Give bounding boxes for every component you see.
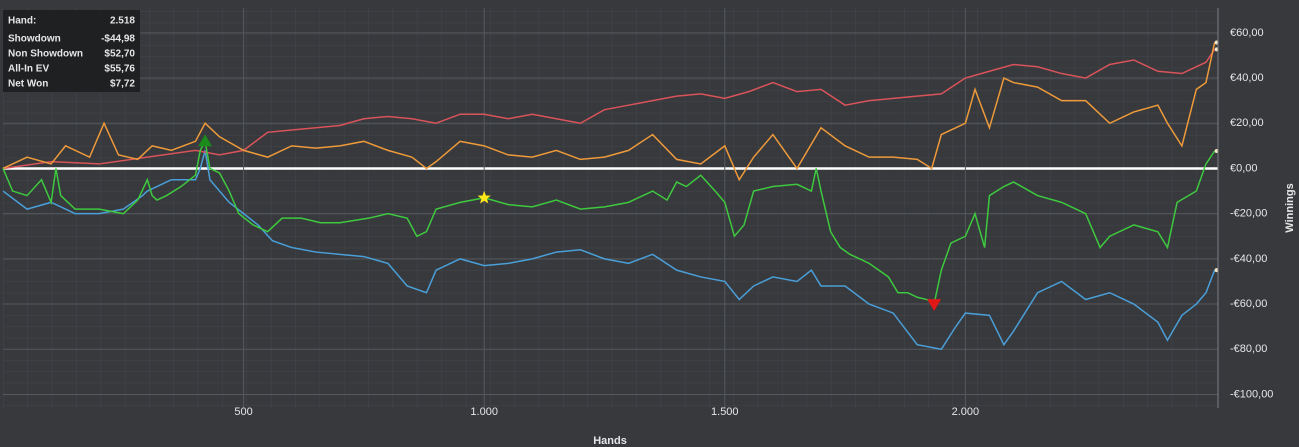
y-tick-label: -€40,00 (1230, 253, 1267, 265)
y-tick-label: €0,00 (1230, 162, 1258, 174)
y-tick-label: €20,00 (1230, 117, 1264, 129)
x-axis-label: Hands (593, 435, 627, 447)
series-line (2, 139, 1216, 306)
stats-box-bg (3, 10, 140, 92)
series-line (2, 150, 1216, 351)
y-tick-label: -€80,00 (1230, 343, 1267, 355)
x-tick-label: 2.000 (952, 406, 980, 418)
series-line (2, 48, 1216, 170)
y-axis-label: Winnings (1284, 183, 1296, 232)
x-tick-label: 1.000 (470, 406, 498, 418)
stats-value: 2.518 (110, 16, 135, 27)
y-tick-label: -€20,00 (1230, 208, 1267, 220)
marker-triangle-up (198, 134, 213, 147)
stats-value: $55,76 (104, 64, 135, 75)
stats-box: Hand: 2.518 Showdown -$44,98 Non Showdow… (3, 10, 140, 92)
marker-triangle-down (927, 299, 942, 312)
marker-star (477, 190, 491, 204)
y-tick-label: -€60,00 (1230, 298, 1267, 310)
stats-label: Non Showdown (8, 49, 83, 60)
x-tick-label: 1.500 (711, 406, 739, 418)
stats-label: All-In EV (8, 64, 49, 75)
y-tick-label: €60,00 (1230, 27, 1264, 39)
series-line (2, 42, 1216, 182)
stats-label: Showdown (8, 34, 61, 45)
y-tick-label: -€100,00 (1230, 388, 1273, 400)
stats-value: $7,72 (110, 79, 135, 90)
plot-area (3, 8, 1218, 408)
y-tick-label: €40,00 (1230, 72, 1264, 84)
markers (198, 134, 942, 312)
stats-label: Hand: (8, 16, 36, 27)
stats-value: $52,70 (104, 49, 135, 60)
series-lines (2, 40, 1219, 351)
stats-value: -$44,98 (101, 34, 135, 45)
stats-label: Net Won (8, 79, 48, 90)
x-tick-label: 500 (234, 406, 252, 418)
